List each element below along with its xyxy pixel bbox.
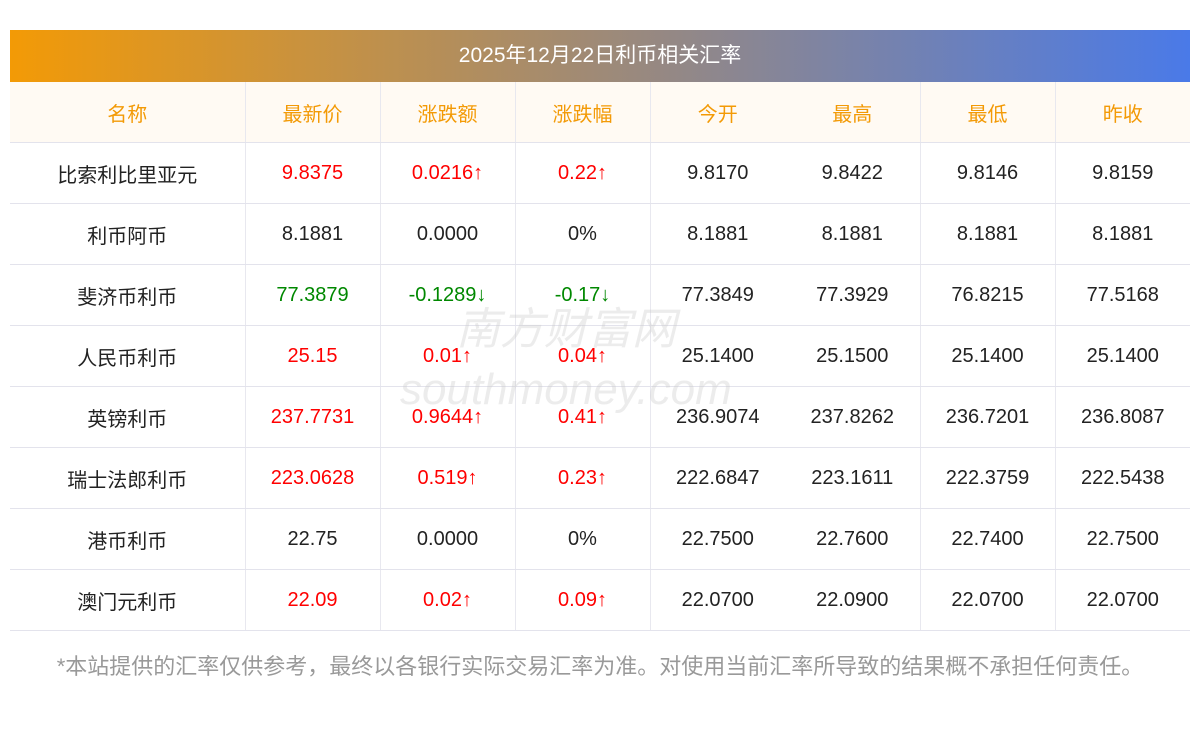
table-row: 斐济币利币 77.3879 -0.1289↓ -0.17↓ 77.3849 77.3929… [10, 264, 1190, 326]
latest-price: 9.8375 [245, 142, 381, 204]
prev-close: 8.1881 [1055, 203, 1190, 265]
change-percent: 0% [515, 508, 651, 570]
low-price: 222.3759 [920, 447, 1056, 509]
low-price: 9.8146 [920, 142, 1056, 204]
change-percent: 0.04↑ [515, 325, 651, 387]
low-price: 22.7400 [920, 508, 1056, 570]
latest-price: 237.7731 [245, 386, 381, 448]
low-price: 8.1881 [920, 203, 1056, 265]
currency-name: 比索利比里亚元 [10, 142, 246, 204]
open-price: 9.8170 [650, 142, 785, 204]
table-row: 港币利币 22.75 0.0000 0% 22.7500 22.7600 22.7400 22… [10, 508, 1190, 570]
prev-close: 9.8159 [1055, 142, 1190, 204]
high-price: 77.3929 [785, 264, 921, 326]
latest-price: 25.15 [245, 325, 381, 387]
currency-name: 斐济币利币 [10, 264, 246, 326]
header-latest: 最新价 [245, 82, 381, 143]
currency-name: 澳门元利币 [10, 569, 246, 631]
currency-name: 瑞士法郎利币 [10, 447, 246, 509]
change-percent: 0.41↑ [515, 386, 651, 448]
exchange-rate-table: 名称 最新价 涨跌额 涨跌幅 今开 最高 最低 昨收 比索利比里亚元 9.8375… [10, 82, 1190, 631]
table-row: 人民币利币 25.15 0.01↑ 0.04↑ 25.1400 25.1500 25.140… [10, 325, 1190, 387]
currency-name: 港币利币 [10, 508, 246, 570]
change-amount: 0.519↑ [380, 447, 516, 509]
header-low: 最低 [920, 82, 1056, 143]
header-change: 涨跌额 [380, 82, 516, 143]
latest-price: 22.75 [245, 508, 381, 570]
low-price: 76.8215 [920, 264, 1056, 326]
change-percent: 0% [515, 203, 651, 265]
high-price: 8.1881 [785, 203, 921, 265]
low-price: 25.1400 [920, 325, 1056, 387]
header-change-pct: 涨跌幅 [515, 82, 651, 143]
header-prev-close: 昨收 [1055, 82, 1190, 143]
latest-price: 8.1881 [245, 203, 381, 265]
high-price: 9.8422 [785, 142, 921, 204]
prev-close: 222.5438 [1055, 447, 1190, 509]
change-amount: 0.0000 [380, 508, 516, 570]
prev-close: 77.5168 [1055, 264, 1190, 326]
open-price: 222.6847 [650, 447, 785, 509]
header-high: 最高 [785, 82, 921, 143]
disclaimer-note: *本站提供的汇率仅供参考，最终以各银行实际交易汇率为准。对使用当前汇率所导致的结… [56, 654, 1144, 679]
latest-price: 22.09 [245, 569, 381, 631]
change-percent: 0.23↑ [515, 447, 651, 509]
change-percent: 0.22↑ [515, 142, 651, 204]
latest-price: 223.0628 [245, 447, 381, 509]
change-percent: 0.09↑ [515, 569, 651, 631]
change-amount: 0.0000 [380, 203, 516, 265]
header-name: 名称 [10, 82, 246, 143]
high-price: 223.1611 [785, 447, 921, 509]
open-price: 236.9074 [650, 386, 785, 448]
open-price: 25.1400 [650, 325, 785, 387]
open-price: 22.7500 [650, 508, 785, 570]
table-row: 瑞士法郎利币 223.0628 0.519↑ 0.23↑ 222.6847 223.161… [10, 447, 1190, 509]
table-row: 利币阿币 8.1881 0.0000 0% 8.1881 8.1881 8.1881 8.18… [10, 203, 1190, 265]
change-percent: -0.17↓ [515, 264, 651, 326]
latest-price: 77.3879 [245, 264, 381, 326]
table-row: 英镑利币 237.7731 0.9644↑ 0.41↑ 236.9074 237.8262… [10, 386, 1190, 448]
low-price: 236.7201 [920, 386, 1056, 448]
table-row: 澳门元利币 22.09 0.02↑ 0.09↑ 22.0700 22.0900 22.070… [10, 569, 1190, 631]
prev-close: 236.8087 [1055, 386, 1190, 448]
open-price: 8.1881 [650, 203, 785, 265]
prev-close: 22.0700 [1055, 569, 1190, 631]
currency-name: 英镑利币 [10, 386, 246, 448]
low-price: 22.0700 [920, 569, 1056, 631]
high-price: 22.7600 [785, 508, 921, 570]
table-header-row: 名称 最新价 涨跌额 涨跌幅 今开 最高 最低 昨收 [10, 82, 1190, 143]
change-amount: 0.0216↑ [380, 142, 516, 204]
change-amount: -0.1289↓ [380, 264, 516, 326]
change-amount: 0.9644↑ [380, 386, 516, 448]
currency-name: 利币阿币 [10, 203, 246, 265]
open-price: 22.0700 [650, 569, 785, 631]
change-amount: 0.02↑ [380, 569, 516, 631]
header-open: 今开 [650, 82, 785, 143]
open-price: 77.3849 [650, 264, 785, 326]
table-row: 比索利比里亚元 9.8375 0.0216↑ 0.22↑ 9.8170 9.8422 9.8… [10, 142, 1190, 204]
high-price: 237.8262 [785, 386, 921, 448]
high-price: 22.0900 [785, 569, 921, 631]
prev-close: 22.7500 [1055, 508, 1190, 570]
currency-name: 人民币利币 [10, 325, 246, 387]
change-amount: 0.01↑ [380, 325, 516, 387]
prev-close: 25.1400 [1055, 325, 1190, 387]
table-title: 2025年12月22日利币相关汇率 [10, 30, 1190, 82]
high-price: 25.1500 [785, 325, 921, 387]
